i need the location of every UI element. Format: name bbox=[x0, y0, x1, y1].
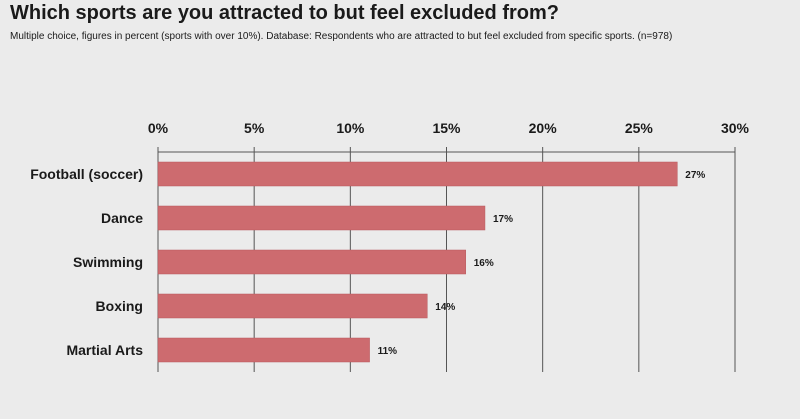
data-label: 16% bbox=[474, 258, 494, 269]
x-tick-label: 15% bbox=[432, 120, 461, 136]
bar bbox=[157, 293, 428, 319]
data-label: 14% bbox=[435, 302, 455, 313]
x-tick-label: 5% bbox=[244, 120, 265, 136]
category-label: Boxing bbox=[96, 298, 143, 314]
category-label: Martial Arts bbox=[66, 342, 143, 358]
x-tick-label: 25% bbox=[625, 120, 654, 136]
data-label: 11% bbox=[378, 346, 398, 357]
x-tick-label: 30% bbox=[721, 120, 750, 136]
data-label: 17% bbox=[493, 214, 513, 225]
x-tick-label: 10% bbox=[336, 120, 365, 136]
category-label: Dance bbox=[101, 210, 143, 226]
chart-title: Which sports are you attracted to but fe… bbox=[10, 2, 559, 24]
chart-subtitle: Multiple choice, figures in percent (spo… bbox=[10, 31, 673, 42]
category-label: Football (soccer) bbox=[30, 166, 143, 182]
bar bbox=[157, 205, 486, 231]
data-label: 27% bbox=[685, 170, 705, 181]
x-tick-label: 0% bbox=[148, 120, 169, 136]
bar bbox=[157, 249, 466, 275]
bar bbox=[157, 337, 370, 363]
category-label: Swimming bbox=[73, 254, 143, 270]
x-tick-label: 20% bbox=[529, 120, 558, 136]
bar bbox=[157, 161, 678, 187]
